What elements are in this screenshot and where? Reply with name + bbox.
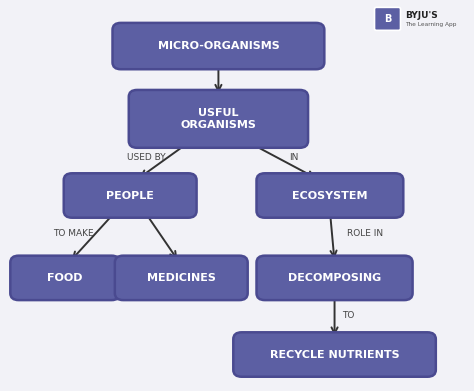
Text: BYJU'S: BYJU'S xyxy=(405,11,438,20)
FancyBboxPatch shape xyxy=(374,7,401,30)
Text: PEOPLE: PEOPLE xyxy=(106,190,154,201)
FancyBboxPatch shape xyxy=(256,256,412,300)
Text: B: B xyxy=(384,14,391,24)
FancyBboxPatch shape xyxy=(10,256,120,300)
Text: TO: TO xyxy=(342,310,355,319)
FancyBboxPatch shape xyxy=(115,256,248,300)
Text: ROLE IN: ROLE IN xyxy=(346,229,383,239)
Text: The Learning App: The Learning App xyxy=(405,22,456,27)
Text: RECYCLE NUTRIENTS: RECYCLE NUTRIENTS xyxy=(270,350,400,359)
FancyBboxPatch shape xyxy=(129,90,308,148)
Text: USED BY: USED BY xyxy=(127,153,166,162)
FancyBboxPatch shape xyxy=(233,332,436,377)
FancyBboxPatch shape xyxy=(112,23,324,69)
Text: ECOSYSTEM: ECOSYSTEM xyxy=(292,190,368,201)
Text: TO MAKE: TO MAKE xyxy=(53,229,94,239)
FancyBboxPatch shape xyxy=(64,173,197,218)
Text: IN: IN xyxy=(289,153,298,162)
FancyBboxPatch shape xyxy=(256,173,403,218)
Text: USFUL
ORGANISMS: USFUL ORGANISMS xyxy=(181,108,256,130)
Text: MEDICINES: MEDICINES xyxy=(147,273,216,283)
Text: FOOD: FOOD xyxy=(47,273,83,283)
Text: MICRO-ORGANISMS: MICRO-ORGANISMS xyxy=(157,41,279,51)
Text: DECOMPOSING: DECOMPOSING xyxy=(288,273,381,283)
